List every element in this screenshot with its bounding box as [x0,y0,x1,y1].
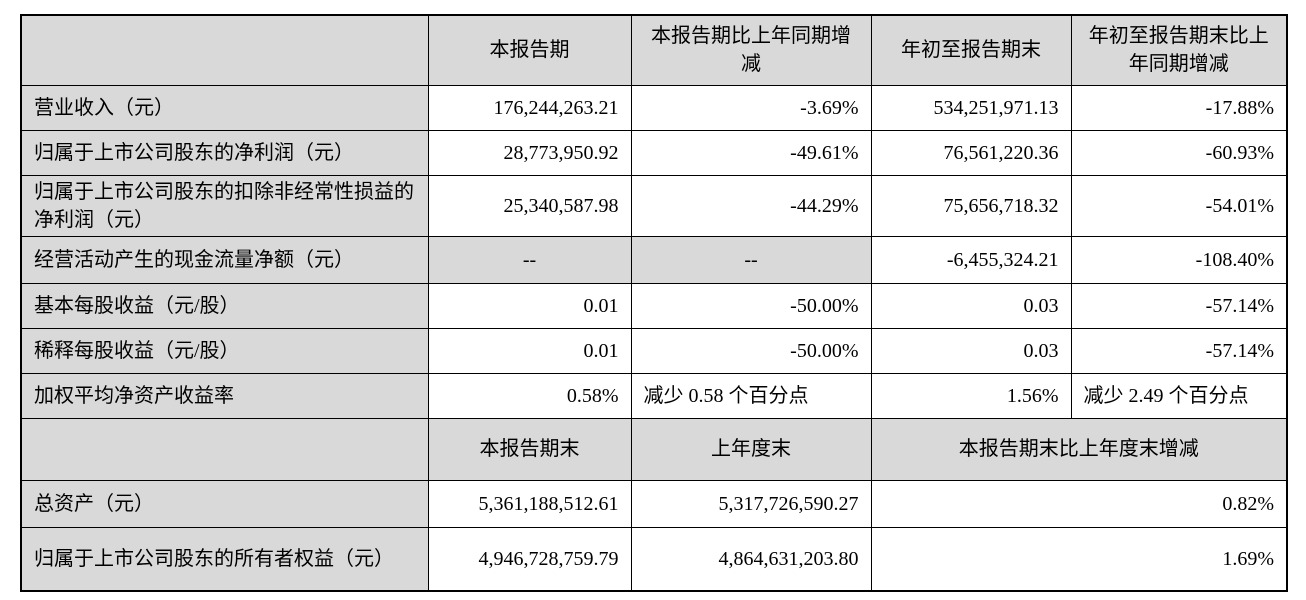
label-net-profit: 归属于上市公司股东的净利润（元） [20,129,429,176]
cell-roe-ytd: 1.56% [870,372,1072,419]
cell-revenue-ytd-yoy: -17.88% [1070,84,1288,131]
financial-summary-table: 本报告期 本报告期比上年同期增减 年初至报告期末 年初至报告期末比上年同期增减 … [20,14,1288,592]
cell-excl-nonrecurring-ytd-yoy: -54.01% [1070,174,1288,237]
cell-diluted-eps-ytd: 0.03 [870,327,1072,374]
cell-diluted-eps-yoy: -50.00% [630,327,872,374]
cell-equity-current: 4,946,728,759.79 [427,526,632,592]
row-operating-revenue: 营业收入（元） 176,244,263.21 -3.69% 534,251,97… [20,84,1288,131]
cell-basic-eps-current: 0.01 [427,282,632,329]
row-diluted-eps: 稀释每股收益（元/股） 0.01 -50.00% 0.03 -57.14% [20,327,1288,374]
row-basic-eps: 基本每股收益（元/股） 0.01 -50.00% 0.03 -57.14% [20,282,1288,329]
cell-cash-flow-yoy: -- [630,235,872,284]
cell-total-assets-prior: 5,317,726,590.27 [630,479,872,528]
cell-net-profit-yoy: -49.61% [630,129,872,176]
cell-basic-eps-yoy: -50.00% [630,282,872,329]
row-total-assets: 总资产（元） 5,361,188,512.61 5,317,726,590.27… [20,479,1288,528]
header-ytd: 年初至报告期末 [870,14,1072,86]
row-net-profit-excl-nonrecurring: 归属于上市公司股东的扣除非经常性损益的净利润（元） 25,340,587.98 … [20,174,1288,237]
row-operating-cash-flow: 经营活动产生的现金流量净额（元） -- -- -6,455,324.21 -10… [20,235,1288,284]
cell-cash-flow-ytd-yoy: -108.40% [1070,235,1288,284]
cell-net-profit-ytd: 76,561,220.36 [870,129,1072,176]
header-row-top: 本报告期 本报告期比上年同期增减 年初至报告期末 年初至报告期末比上年同期增减 [20,14,1288,86]
cell-equity-prior: 4,864,631,203.80 [630,526,872,592]
label-operating-cash-flow: 经营活动产生的现金流量净额（元） [20,235,429,284]
cell-equity-change: 1.69% [870,526,1288,592]
cell-excl-nonrecurring-yoy: -44.29% [630,174,872,237]
row-net-profit: 归属于上市公司股东的净利润（元） 28,773,950.92 -49.61% 7… [20,129,1288,176]
header-period-vs-prior-year-end: 本报告期末比上年度末增减 [870,417,1288,481]
header-empty-cell [20,14,429,86]
cell-revenue-ytd: 534,251,971.13 [870,84,1072,131]
label-weighted-avg-roe: 加权平均净资产收益率 [20,372,429,419]
header-end-of-prior-year: 上年度末 [630,417,872,481]
cell-revenue-yoy: -3.69% [630,84,872,131]
cell-diluted-eps-current: 0.01 [427,327,632,374]
row-weighted-avg-roe: 加权平均净资产收益率 0.58% 减少 0.58 个百分点 1.56% 减少 2… [20,372,1288,419]
label-diluted-eps: 稀释每股收益（元/股） [20,327,429,374]
cell-roe-current: 0.58% [427,372,632,419]
cell-excl-nonrecurring-ytd: 75,656,718.32 [870,174,1072,237]
cell-excl-nonrecurring-current: 25,340,587.98 [427,174,632,237]
header-row-mid: 本报告期末 上年度末 本报告期末比上年度末增减 [20,417,1288,481]
cell-diluted-eps-ytd-yoy: -57.14% [1070,327,1288,374]
cell-revenue-current: 176,244,263.21 [427,84,632,131]
header-current-period: 本报告期 [427,14,632,86]
header-ytd-vs-prior-yoy: 年初至报告期末比上年同期增减 [1070,14,1288,86]
cell-roe-ytd-yoy-change: 减少 2.49 个百分点 [1070,372,1288,419]
cell-net-profit-current: 28,773,950.92 [427,129,632,176]
cell-basic-eps-ytd: 0.03 [870,282,1072,329]
cell-basic-eps-ytd-yoy: -57.14% [1070,282,1288,329]
cell-total-assets-current: 5,361,188,512.61 [427,479,632,528]
label-basic-eps: 基本每股收益（元/股） [20,282,429,329]
label-shareholders-equity: 归属于上市公司股东的所有者权益（元） [20,526,429,592]
label-net-profit-excl-nonrecurring: 归属于上市公司股东的扣除非经常性损益的净利润（元） [20,174,429,237]
header-mid-empty-cell [20,417,429,481]
label-operating-revenue: 营业收入（元） [20,84,429,131]
cell-cash-flow-ytd: -6,455,324.21 [870,235,1072,284]
cell-roe-yoy-change: 减少 0.58 个百分点 [630,372,872,419]
header-end-of-period: 本报告期末 [427,417,632,481]
cell-cash-flow-current: -- [427,235,632,284]
cell-total-assets-change: 0.82% [870,479,1288,528]
header-current-vs-prior-yoy: 本报告期比上年同期增减 [630,14,872,86]
row-shareholders-equity: 归属于上市公司股东的所有者权益（元） 4,946,728,759.79 4,86… [20,526,1288,592]
label-total-assets: 总资产（元） [20,479,429,528]
cell-net-profit-ytd-yoy: -60.93% [1070,129,1288,176]
